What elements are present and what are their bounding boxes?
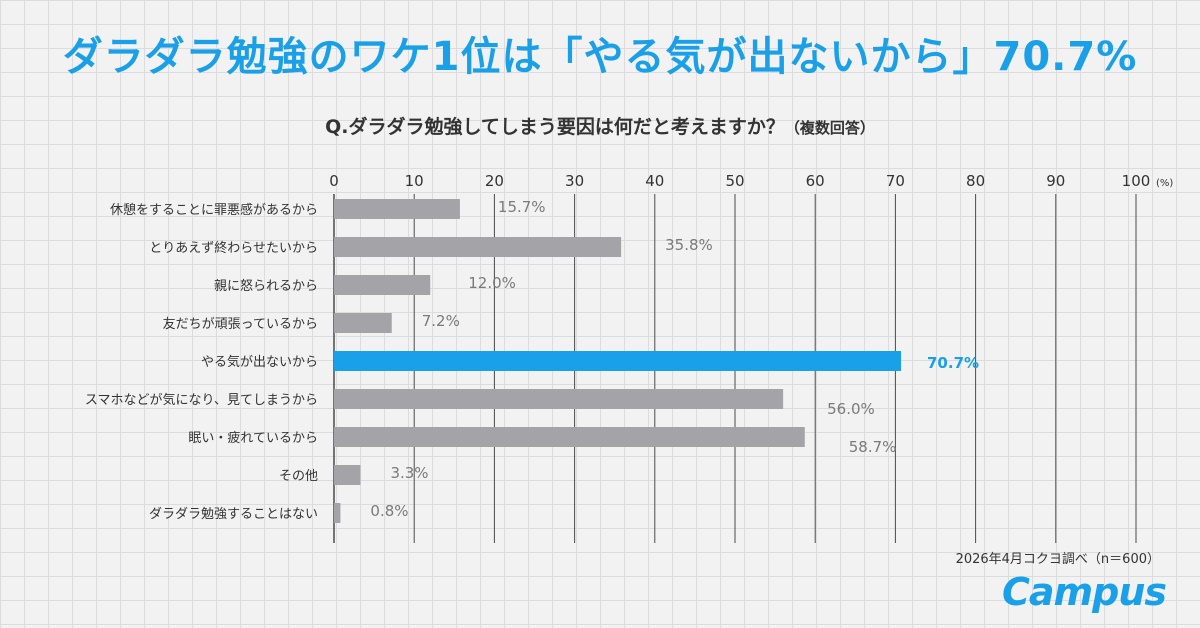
value-label: 0.8% [370, 502, 408, 520]
bar [334, 503, 341, 523]
x-unit-label: (%) [1156, 178, 1173, 189]
category-label: やる気が出ないから [201, 354, 318, 370]
brand-logo: Campus [1002, 570, 1167, 614]
x-tick-label: 50 [725, 172, 744, 190]
bar [334, 237, 622, 257]
category-label: とりあえず終わらせたいから [149, 240, 318, 256]
category-label: 休憩をすることに罪悪感があるから [110, 202, 318, 218]
bar [334, 427, 805, 447]
headline: ダラダラ勉強のワケ1位は「やる気が出ないから」70.7% [62, 34, 1138, 80]
question-note: （複数回答） [784, 119, 875, 137]
category-label: 友だちが頑張っているから [163, 316, 318, 332]
value-label: 7.2% [422, 312, 460, 330]
question: Q.ダラダラ勉強してしまう要因は何だと考えますか？（複数回答） [0, 112, 1200, 139]
x-tick-label: 80 [966, 172, 985, 190]
value-label: 15.7% [498, 198, 546, 216]
category-label: その他 [279, 469, 318, 484]
value-label: 70.7% [927, 354, 979, 372]
bar [334, 275, 431, 295]
x-tick-label: 0 [329, 172, 339, 190]
x-tick-label: 20 [485, 172, 504, 190]
bar [334, 313, 392, 333]
value-label: 56.0% [827, 400, 875, 418]
x-tick-label: 40 [645, 172, 664, 190]
category-label: スマホなどが気になり、見てしまうから [85, 392, 318, 408]
category-label: ダラダラ勉強することはない [149, 507, 318, 522]
x-tick-label: 60 [806, 172, 825, 190]
bar-highlight [334, 351, 902, 371]
value-label: 12.0% [468, 274, 516, 292]
value-label: 35.8% [665, 236, 713, 254]
x-tick-label: 30 [565, 172, 584, 190]
bar [334, 465, 361, 485]
x-tick-label: 70 [886, 172, 905, 190]
category-label: 親に怒られるから [214, 279, 318, 294]
question-text: Q.ダラダラ勉強してしまう要因は何だと考えますか？ [325, 116, 785, 138]
value-label: 58.7% [849, 438, 897, 456]
source-note: 2026年4月コクヨ調べ（n＝600） [955, 552, 1160, 567]
x-tick-label: 100 [1122, 172, 1151, 190]
value-label: 3.3% [390, 464, 428, 482]
category-label: 眠い・疲れているから [188, 430, 318, 446]
bar [334, 389, 784, 409]
bar [334, 199, 460, 219]
x-tick-label: 10 [405, 172, 424, 190]
x-tick-label: 90 [1046, 172, 1065, 190]
